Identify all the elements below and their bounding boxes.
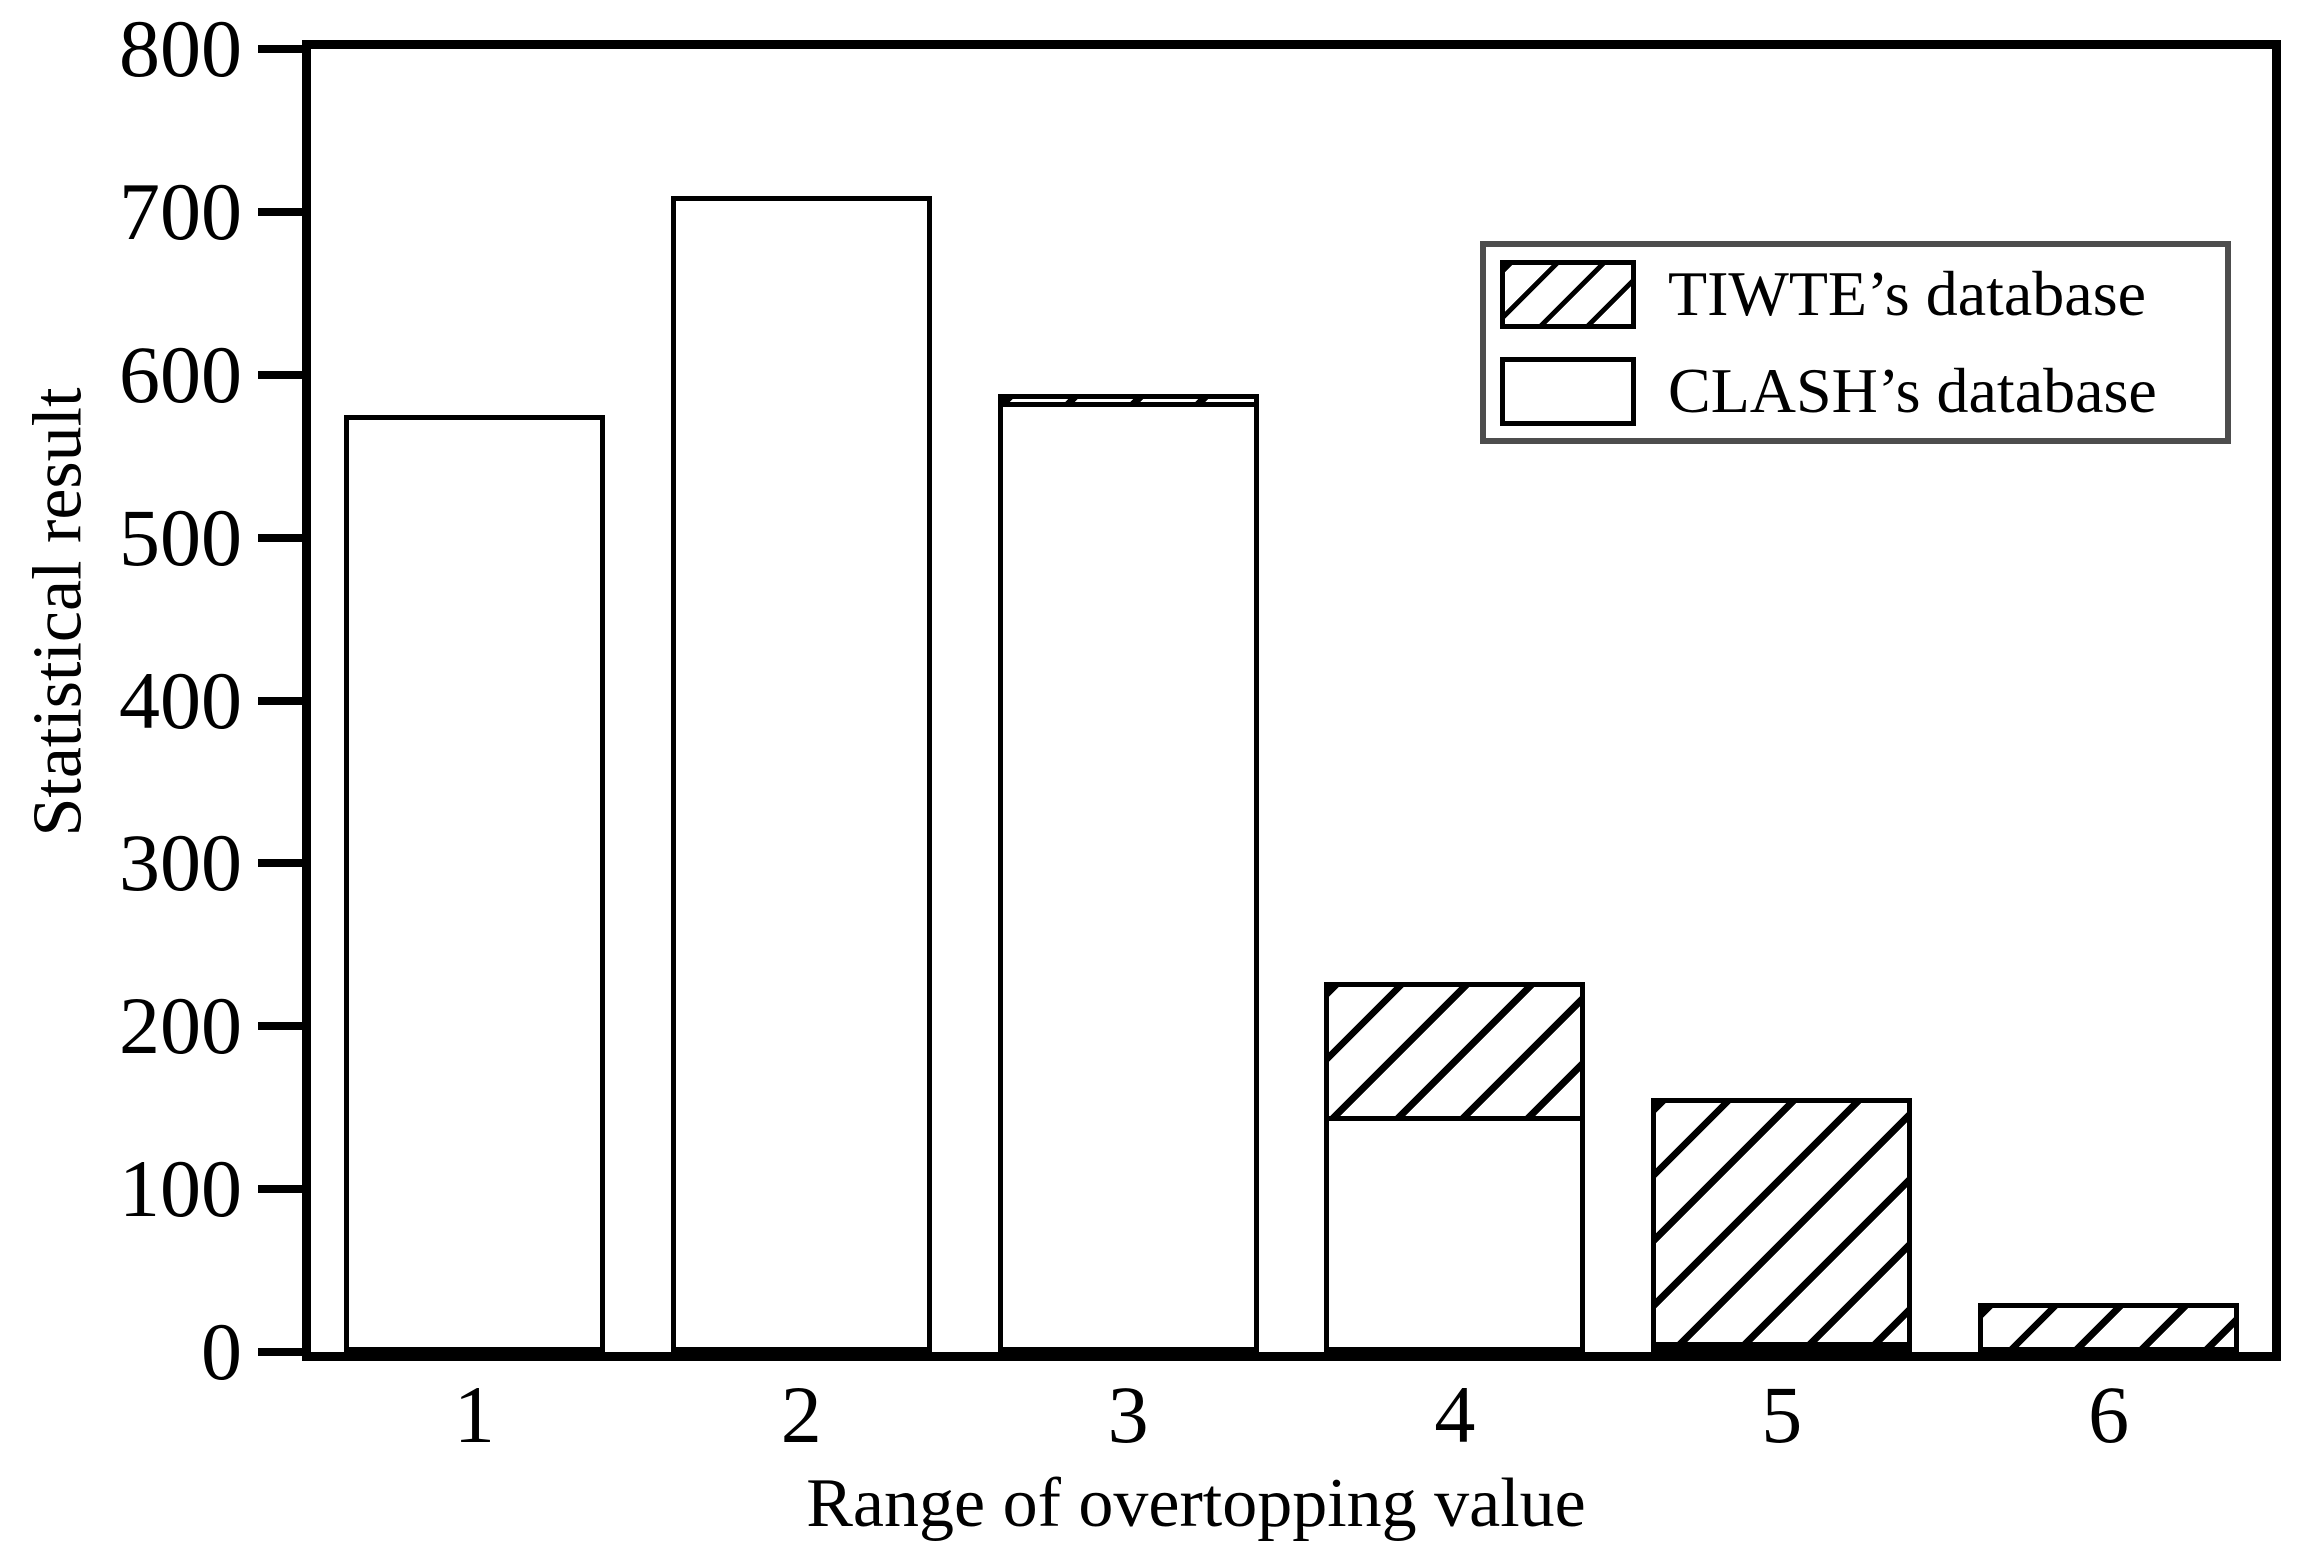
y-tick-label: 800 (119, 3, 242, 94)
y-tick-label: 700 (119, 165, 242, 257)
y-axis-tick (258, 859, 302, 868)
plot-inner (258, 45, 2272, 1356)
x-tick-label: 2 (780, 1369, 822, 1460)
y-axis-tick (258, 370, 302, 379)
y-axis-tick (258, 533, 302, 542)
y-axis-tick (258, 207, 302, 216)
bar-segment-clash (1324, 1115, 1585, 1352)
y-axis-tick (258, 1022, 302, 1031)
y-axis-tick (258, 696, 302, 705)
legend: TIWTE’s database CLASH’s database (1480, 241, 2231, 444)
bar-segment-tiwte (1651, 1097, 1912, 1347)
bar-segment-clash (344, 415, 605, 1352)
y-tick-label: 200 (119, 980, 242, 1072)
y-tick-label: 600 (119, 328, 242, 420)
y-axis-tick (258, 1348, 302, 1356)
legend-entry-tiwte: TIWTE’s database (1500, 258, 2205, 329)
y-tick-label: 0 (201, 1306, 242, 1397)
bar-segment-tiwte (1978, 1303, 2239, 1352)
y-axis-title: Statistical result (19, 387, 97, 837)
bar-segment-clash (998, 402, 1259, 1352)
y-tick-label: 400 (119, 654, 242, 746)
x-tick-label: 4 (1434, 1369, 1476, 1460)
plot-area (258, 40, 2281, 1361)
y-tick-label: 500 (119, 491, 242, 583)
bar-segment-tiwte (998, 394, 1259, 408)
legend-entry-clash: CLASH’s database (1500, 355, 2205, 426)
plain-swatch-icon (1500, 356, 1636, 426)
y-tick-label: 300 (119, 817, 242, 909)
legend-label: TIWTE’s database (1668, 258, 2146, 329)
x-tick-label: 5 (1761, 1369, 1803, 1460)
x-tick-label: 1 (453, 1369, 495, 1460)
bar-segment-tiwte (1324, 982, 1585, 1121)
x-tick-label: 3 (1107, 1369, 1149, 1460)
y-axis-tick (258, 45, 302, 53)
x-tick-label: 6 (2088, 1369, 2130, 1460)
bar-segment-clash (671, 195, 932, 1352)
legend-label: CLASH’s database (1668, 355, 2157, 426)
hatched-swatch-icon (1500, 259, 1636, 329)
y-tick-label: 100 (119, 1143, 242, 1235)
y-axis-tick (258, 1185, 302, 1194)
x-axis-title: Range of overtopping value (806, 1465, 1586, 1542)
